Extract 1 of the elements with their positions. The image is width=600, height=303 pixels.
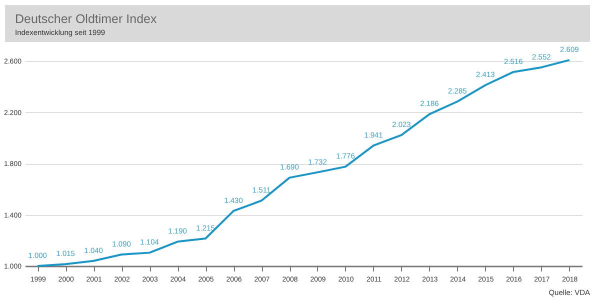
chart-title: Deutscher Oldtimer Index	[15, 12, 157, 26]
